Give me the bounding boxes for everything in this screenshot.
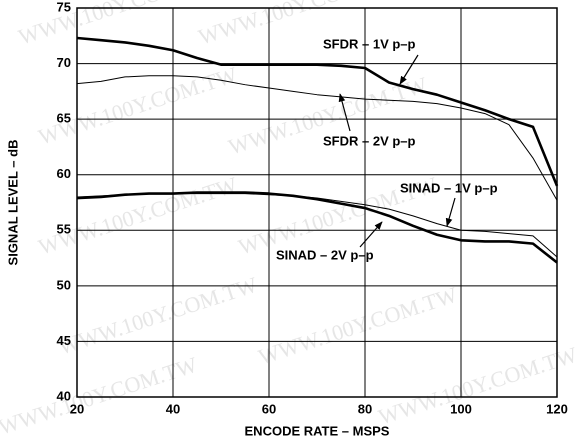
y-tick-label: 75 (57, 0, 71, 14)
y-tick-label: 40 (57, 388, 71, 403)
x-tick-label: 40 (166, 401, 180, 416)
y-tick-label: 55 (57, 222, 71, 237)
y-tick-label: 70 (57, 55, 71, 70)
callout-arrow (359, 221, 383, 248)
callout-arrow (445, 197, 456, 227)
y-tick-label: 60 (57, 166, 71, 181)
legend-label: SFDR – 1V p–p (323, 36, 416, 51)
series-line (76, 193, 558, 258)
watermark: WWW.100Y.COM.TW (255, 282, 460, 370)
y-tick-label: 50 (57, 277, 71, 292)
x-axis-label: ENCODE RATE – MSPS (245, 423, 390, 438)
watermark: WWW.100Y.COM.TW (35, 172, 240, 260)
callout-arrow (338, 93, 351, 132)
watermark: WWW.100Y.COM.TW (55, 272, 260, 360)
y-axis-label: SIGNAL LEVEL – dB (5, 140, 20, 266)
x-tick-label: 120 (546, 401, 568, 416)
x-tick-label: 20 (70, 401, 84, 416)
series-line (76, 36, 559, 187)
watermark: WWW.100Y.COM.TW (35, 62, 240, 150)
watermark: WWW.100Y.COM.TW (0, 352, 200, 440)
series-line (76, 75, 558, 201)
legend-label: SINAD – 2V p–p (276, 247, 374, 262)
legend-label: SINAD – 1V p–p (400, 180, 498, 195)
y-tick-label: 65 (57, 111, 71, 126)
plot-frame (76, 7, 558, 398)
x-tick-label: 80 (358, 401, 372, 416)
x-tick-label: 60 (262, 401, 276, 416)
callout-arrow (399, 54, 419, 85)
legend-label: SFDR – 2V p–p (323, 133, 416, 148)
y-tick-label: 45 (57, 333, 71, 348)
x-tick-label: 100 (450, 401, 472, 416)
